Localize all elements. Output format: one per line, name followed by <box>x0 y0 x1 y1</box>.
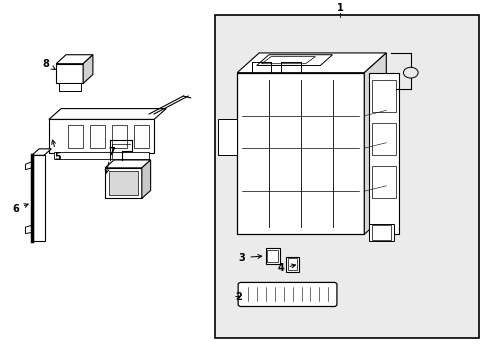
Text: 5: 5 <box>52 140 61 162</box>
Bar <box>287 258 297 270</box>
Bar <box>215 15 478 338</box>
Polygon shape <box>83 55 93 84</box>
Polygon shape <box>142 160 150 198</box>
Polygon shape <box>32 149 51 155</box>
Polygon shape <box>49 109 166 120</box>
Text: 6: 6 <box>12 204 28 214</box>
Polygon shape <box>217 120 237 155</box>
Bar <box>90 125 105 148</box>
Bar <box>109 171 138 195</box>
Text: 4: 4 <box>277 264 295 273</box>
Bar <box>68 125 83 148</box>
Bar <box>371 123 395 155</box>
Polygon shape <box>25 162 32 170</box>
Polygon shape <box>261 57 315 64</box>
Bar <box>371 225 390 240</box>
Bar <box>49 120 154 153</box>
Polygon shape <box>364 53 386 234</box>
Bar <box>368 224 393 242</box>
Text: 2: 2 <box>235 292 242 302</box>
Polygon shape <box>56 55 93 64</box>
Bar <box>285 257 299 272</box>
Polygon shape <box>33 155 45 242</box>
Bar <box>59 83 81 91</box>
Bar <box>371 80 395 112</box>
Polygon shape <box>237 53 386 73</box>
Polygon shape <box>105 160 150 168</box>
Text: 7: 7 <box>105 147 115 173</box>
Text: 3: 3 <box>238 253 261 263</box>
Bar <box>368 73 398 234</box>
Bar <box>105 168 142 198</box>
Text: 8: 8 <box>42 59 55 69</box>
Bar <box>112 125 127 148</box>
Bar <box>54 152 149 159</box>
Polygon shape <box>256 55 332 66</box>
Bar <box>371 166 395 198</box>
Bar <box>237 73 364 234</box>
Bar <box>134 125 149 148</box>
Bar <box>267 250 278 262</box>
Text: 1: 1 <box>336 3 343 13</box>
Bar <box>56 64 83 84</box>
FancyBboxPatch shape <box>238 283 336 306</box>
Bar <box>265 248 280 264</box>
Polygon shape <box>25 225 32 234</box>
